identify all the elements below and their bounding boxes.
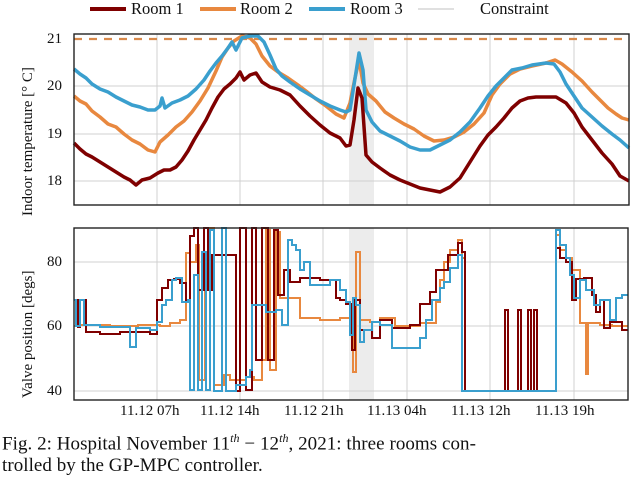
caption-sup2: th <box>279 431 289 445</box>
series-room3-valve <box>74 227 628 392</box>
series-room1-temp <box>72 70 630 194</box>
bottom-ylabel: Valve position [degs] <box>20 270 36 398</box>
legend-label-room3: Room 3 <box>350 0 403 18</box>
top-plot-frame <box>73 33 630 206</box>
legend-label-constraint: Constraint <box>480 0 549 18</box>
ytick-top-18: 18 <box>47 173 62 189</box>
figure-caption: Fig. 2: Hospital November 11th − 12th, 2… <box>2 427 638 477</box>
legend-swatch-room3 <box>309 7 345 11</box>
caption-suffix: , 2021: three rooms con- <box>288 433 476 455</box>
xtick-1: 11.12 14h <box>200 403 260 419</box>
legend-label-room2: Room 2 <box>240 0 293 18</box>
xtick-0: 11.12 07h <box>120 403 180 419</box>
caption-prefix: Fig. 2: Hospital November 11 <box>2 433 231 455</box>
bottom-plot-frame <box>73 227 629 401</box>
top-plot <box>72 33 631 206</box>
ytick-top-21: 21 <box>47 31 62 47</box>
bottom-plot <box>73 227 629 401</box>
xtick-5: 11.13 19h <box>535 403 595 419</box>
legend-swatch-constraint <box>418 8 454 10</box>
ytick-top-20: 20 <box>47 78 62 94</box>
caption-mid: − 12 <box>239 433 280 455</box>
top-ylabel: Indoor temperature [° C] <box>20 67 36 216</box>
xtick-4: 11.13 12h <box>451 403 511 419</box>
xtick-2: 11.12 21h <box>284 403 344 419</box>
ytick-bottom-40: 40 <box>47 383 62 399</box>
legend: Room 1 Room 2 Room 3 Constraint <box>0 0 640 20</box>
ytick-top-19: 19 <box>47 126 62 142</box>
ytick-bottom-60: 60 <box>47 318 62 334</box>
ytick-bottom-80: 80 <box>47 254 62 270</box>
caption-line2: trolled by the GP-MPC controller. <box>2 455 263 477</box>
legend-swatch-room2 <box>200 7 236 11</box>
series-room3-temp <box>72 34 631 152</box>
caption-sup1: th <box>230 431 240 445</box>
legend-swatch-room1 <box>90 7 126 11</box>
chart-canvas <box>72 33 631 401</box>
xtick-3: 11.13 04h <box>367 403 427 419</box>
legend-label-room1: Room 1 <box>131 0 184 18</box>
